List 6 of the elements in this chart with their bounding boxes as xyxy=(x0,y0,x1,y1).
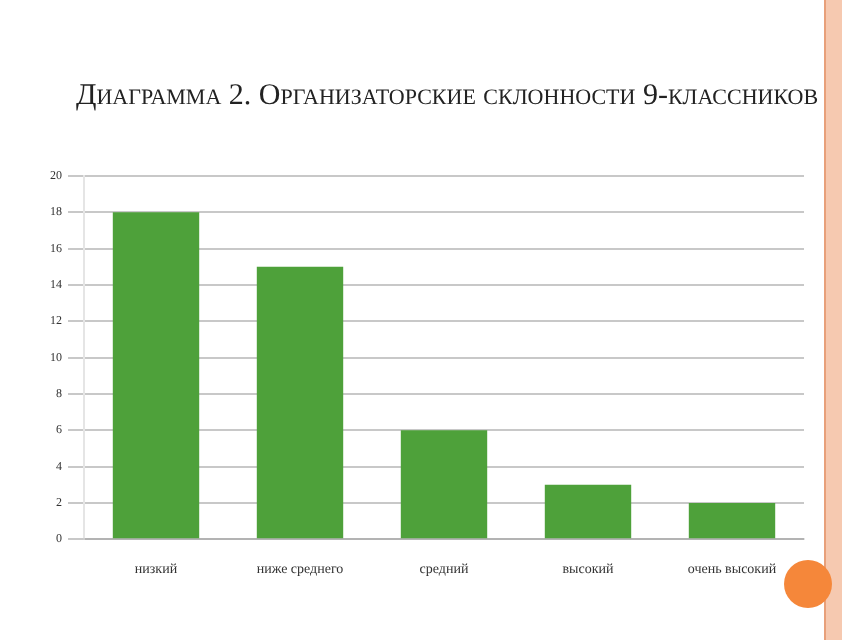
bar xyxy=(400,430,488,539)
bar xyxy=(688,502,776,539)
bar xyxy=(544,484,632,539)
bar xyxy=(256,266,344,539)
chart-title: Диаграмма 2. Организаторские склонности 9-классников xyxy=(76,80,819,114)
bar xyxy=(112,212,200,539)
